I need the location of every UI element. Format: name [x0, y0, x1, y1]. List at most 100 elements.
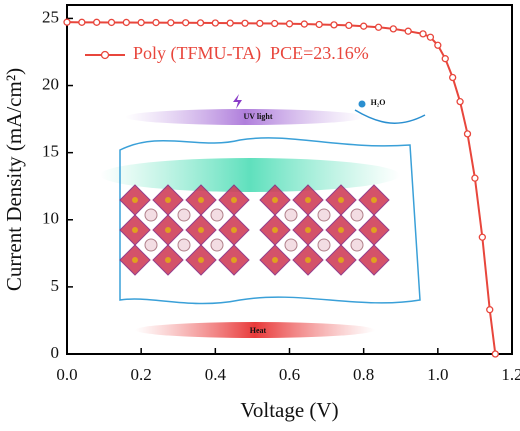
y-tick-label: 10 [42, 209, 59, 228]
data-point [107, 18, 116, 27]
y-tick-label: 20 [42, 74, 59, 93]
inset-illustration [100, 94, 426, 338]
x-tick-label: 0.0 [56, 365, 77, 384]
data-point [256, 19, 264, 28]
heat-band [135, 322, 375, 338]
a-site [350, 238, 364, 252]
data-point [419, 30, 427, 38]
b-site [165, 257, 171, 263]
lightning [233, 94, 242, 109]
y-tick-label: 25 [42, 7, 59, 26]
y-tick-label: 0 [51, 343, 60, 362]
data-point [315, 20, 323, 29]
data-point [441, 55, 449, 63]
data-point [404, 27, 412, 35]
annotation: Heat [250, 326, 267, 335]
data-point [360, 22, 368, 30]
data-point [486, 306, 494, 314]
b-site [371, 227, 377, 233]
data-point [78, 18, 86, 26]
data-point [271, 19, 279, 28]
data-point [456, 97, 464, 106]
polymer-chain [119, 137, 421, 305]
data-point [196, 19, 205, 27]
x-axis-title: Voltage (V) [240, 398, 338, 422]
b-site [231, 227, 237, 233]
data-point [434, 41, 442, 49]
a-site [210, 238, 224, 252]
a-site [317, 238, 331, 252]
a-site [317, 208, 331, 222]
y-tick-label: 5 [51, 276, 60, 295]
x-tick-label: 1.0 [427, 365, 448, 384]
a-site [210, 208, 224, 222]
b-site [371, 257, 377, 263]
data-point [211, 19, 219, 27]
water-arrow [354, 109, 426, 124]
data-point [241, 19, 249, 27]
data-point [167, 19, 175, 27]
b-site [305, 197, 311, 203]
data-point [491, 350, 499, 358]
annotation: H₂O [371, 98, 386, 107]
data-point [63, 18, 71, 26]
a-site [177, 238, 191, 252]
x-tick-label: 0.6 [279, 365, 300, 384]
b-site [231, 257, 237, 263]
data-point [374, 23, 383, 31]
y-axis-title: Current Density (mA/cm²) [2, 68, 26, 291]
x-tick-label: 0.4 [205, 365, 227, 384]
b-site [272, 257, 278, 263]
b-site [198, 227, 204, 233]
b-site [198, 197, 204, 203]
a-site [177, 208, 191, 222]
b-site [165, 197, 171, 203]
b-site [165, 227, 171, 233]
b-site [132, 227, 138, 233]
x-tick-label: 1.2 [501, 365, 520, 384]
data-point [226, 19, 234, 27]
a-site [284, 208, 298, 222]
data-point [471, 174, 479, 182]
b-site [371, 197, 377, 203]
data-point [137, 18, 145, 27]
data-point [182, 19, 190, 27]
data-point [152, 18, 160, 27]
data-point [330, 21, 338, 29]
data-point [285, 20, 294, 28]
b-site [272, 197, 278, 203]
b-site [338, 257, 344, 263]
legend-label: Poly (TFMU-TA) PCE=23.16% [133, 43, 369, 64]
uv-band [125, 109, 365, 125]
b-site [338, 227, 344, 233]
legend-marker [100, 50, 110, 60]
data-point [478, 233, 486, 241]
water-drop [358, 100, 366, 108]
a-site [284, 238, 298, 252]
b-site [338, 197, 344, 203]
data-point [449, 73, 457, 82]
b-site [305, 257, 311, 263]
data-point [426, 33, 435, 41]
y-tick-label: 15 [42, 142, 59, 161]
data-point [389, 25, 397, 33]
data-point [93, 18, 101, 26]
a-site [144, 238, 158, 252]
a-site [350, 208, 364, 222]
data-point [122, 18, 130, 27]
data-point [463, 130, 472, 138]
data-point [300, 20, 308, 28]
data-point [345, 21, 353, 30]
b-site [272, 227, 278, 233]
a-site [144, 208, 158, 222]
x-tick-label: 0.8 [353, 365, 374, 384]
annotation: UV light [244, 112, 273, 121]
green-band [100, 158, 400, 192]
b-site [231, 197, 237, 203]
x-tick-label: 0.2 [131, 365, 152, 384]
perovskite [119, 184, 390, 276]
b-site [198, 257, 204, 263]
b-site [305, 227, 311, 233]
b-site [132, 257, 138, 263]
